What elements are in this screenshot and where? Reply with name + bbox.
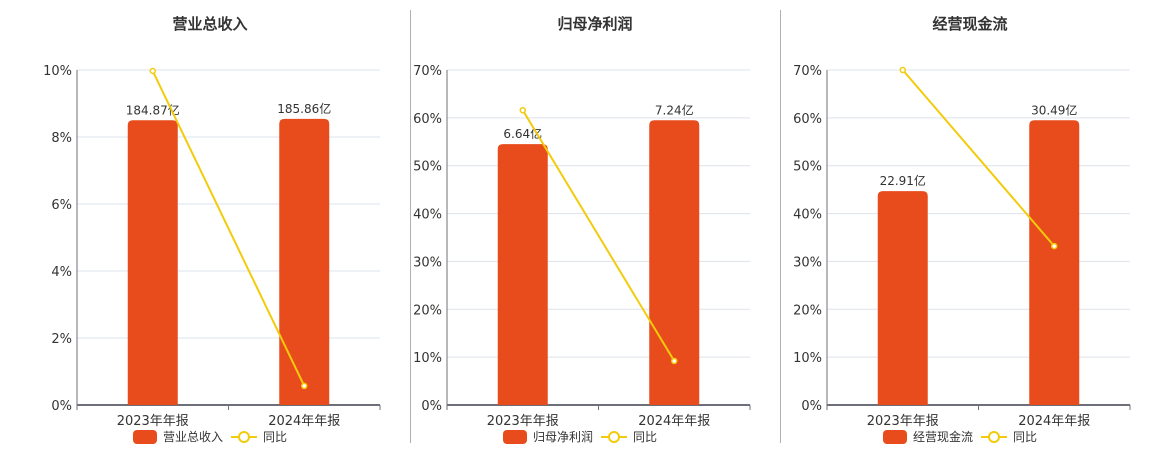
y-tick-label: 30%	[413, 255, 442, 270]
legend-line-label[interactable]: 同比	[1013, 430, 1038, 444]
y-tick-label: 70%	[793, 64, 822, 79]
y-tick-label: 60%	[793, 112, 822, 127]
panel-divider	[410, 10, 411, 443]
legend: 归母净利润 同比	[503, 428, 657, 445]
legend-line-icon[interactable]	[601, 430, 628, 444]
yoy-line	[151, 70, 306, 387]
bar-value-label: 185.86亿	[277, 101, 331, 116]
bar[interactable]	[127, 120, 178, 405]
yoy-point[interactable]	[519, 106, 526, 114]
chart-title: 经营现金流	[932, 15, 1008, 33]
bar[interactable]	[649, 120, 700, 405]
yoy-point[interactable]	[1051, 242, 1058, 250]
yoy-point[interactable]	[899, 66, 906, 74]
x-category-label: 2023年年报	[867, 414, 939, 429]
y-tick-label: 60%	[413, 112, 442, 127]
chart-plot: 0% 2% 4% 6% 8% 10% 184.87亿 2023年年报 185.86亿 2024年年…	[43, 64, 381, 429]
x-category-label: 2023年年报	[487, 414, 559, 429]
y-tick-label: 10%	[793, 351, 822, 366]
x-category-label: 2024年年报	[1018, 414, 1090, 429]
chart-plot: 0% 10% 20% 30% 40% 50% 60% 70% 22.91亿 2023年年报 30.4…	[793, 64, 1131, 429]
y-tick-label: 6%	[51, 198, 72, 213]
y-tick-label: 40%	[413, 208, 442, 223]
x-category-label: 2024年年报	[638, 414, 710, 429]
legend-bar-swatch[interactable]	[883, 429, 907, 444]
legend: 营业总收入 同比	[133, 428, 287, 445]
legend: 经营现金流 同比	[883, 428, 1037, 445]
yoy-point[interactable]	[301, 382, 308, 390]
y-tick-label: 20%	[413, 303, 442, 318]
x-category-label: 2023年年报	[117, 414, 189, 429]
bar-value-label: 7.24亿	[655, 102, 694, 117]
chart-title: 营业总收入	[172, 15, 248, 33]
chart-panel-net-profit: 归母净利润 0% 10% 20% 30% 40% 50% 60% 70% 6.64亿 2023年年…	[410, 0, 780, 450]
legend-bar-label[interactable]: 归母净利润	[533, 430, 594, 444]
chart-plot: 0% 10% 20% 30% 40% 50% 60% 70% 6.64亿 2023年年报 7.24亿…	[413, 64, 751, 429]
y-tick-label: 10%	[413, 351, 442, 366]
legend-bar-swatch[interactable]	[503, 429, 527, 444]
y-tick-label: 8%	[51, 131, 72, 146]
y-tick-label: 50%	[413, 160, 442, 175]
legend-bar-swatch[interactable]	[133, 429, 157, 444]
y-tick-label: 40%	[793, 208, 822, 223]
panel-divider	[780, 10, 781, 443]
y-tick-label: 2%	[51, 332, 72, 347]
bar[interactable]	[279, 118, 330, 405]
bar[interactable]	[497, 144, 548, 405]
y-tick-label: 50%	[793, 160, 822, 175]
yoy-point[interactable]	[671, 357, 678, 365]
bar[interactable]	[877, 191, 928, 405]
yoy-line	[521, 109, 676, 362]
bar-value-label: 6.64亿	[503, 126, 542, 141]
legend-bar-label[interactable]: 营业总收入	[163, 430, 224, 444]
yoy-line	[901, 69, 1056, 247]
legend-line-icon[interactable]	[981, 430, 1008, 444]
y-tick-label: 4%	[51, 265, 72, 280]
chart-title: 归母净利润	[557, 15, 633, 33]
y-tick-label: 70%	[413, 64, 442, 79]
yoy-point[interactable]	[149, 67, 156, 75]
chart-panel-operating-cash-flow: 经营现金流 0% 10% 20% 30% 40% 50% 60% 70% 22.91亿 2023年…	[780, 0, 1160, 450]
bar-value-label: 30.49亿	[1031, 102, 1077, 117]
legend-line-label[interactable]: 同比	[263, 430, 288, 444]
chart-panel-revenue: 营业总收入 0% 2% 4% 6% 8% 10% 184.87亿 2023年年报 185.86亿…	[0, 0, 400, 450]
legend-line-icon[interactable]	[231, 430, 258, 444]
bar-value-label: 22.91亿	[880, 173, 926, 188]
bar[interactable]	[1029, 120, 1080, 405]
legend-line-label[interactable]: 同比	[633, 430, 658, 444]
y-tick-label: 0%	[801, 399, 822, 414]
y-tick-label: 0%	[421, 399, 442, 414]
y-tick-label: 20%	[793, 303, 822, 318]
bar-value-label: 184.87亿	[126, 102, 180, 117]
y-tick-label: 10%	[43, 64, 72, 79]
x-category-label: 2024年年报	[268, 414, 340, 429]
y-tick-label: 0%	[51, 399, 72, 414]
y-tick-label: 30%	[793, 255, 822, 270]
legend-bar-label[interactable]: 经营现金流	[913, 430, 974, 444]
